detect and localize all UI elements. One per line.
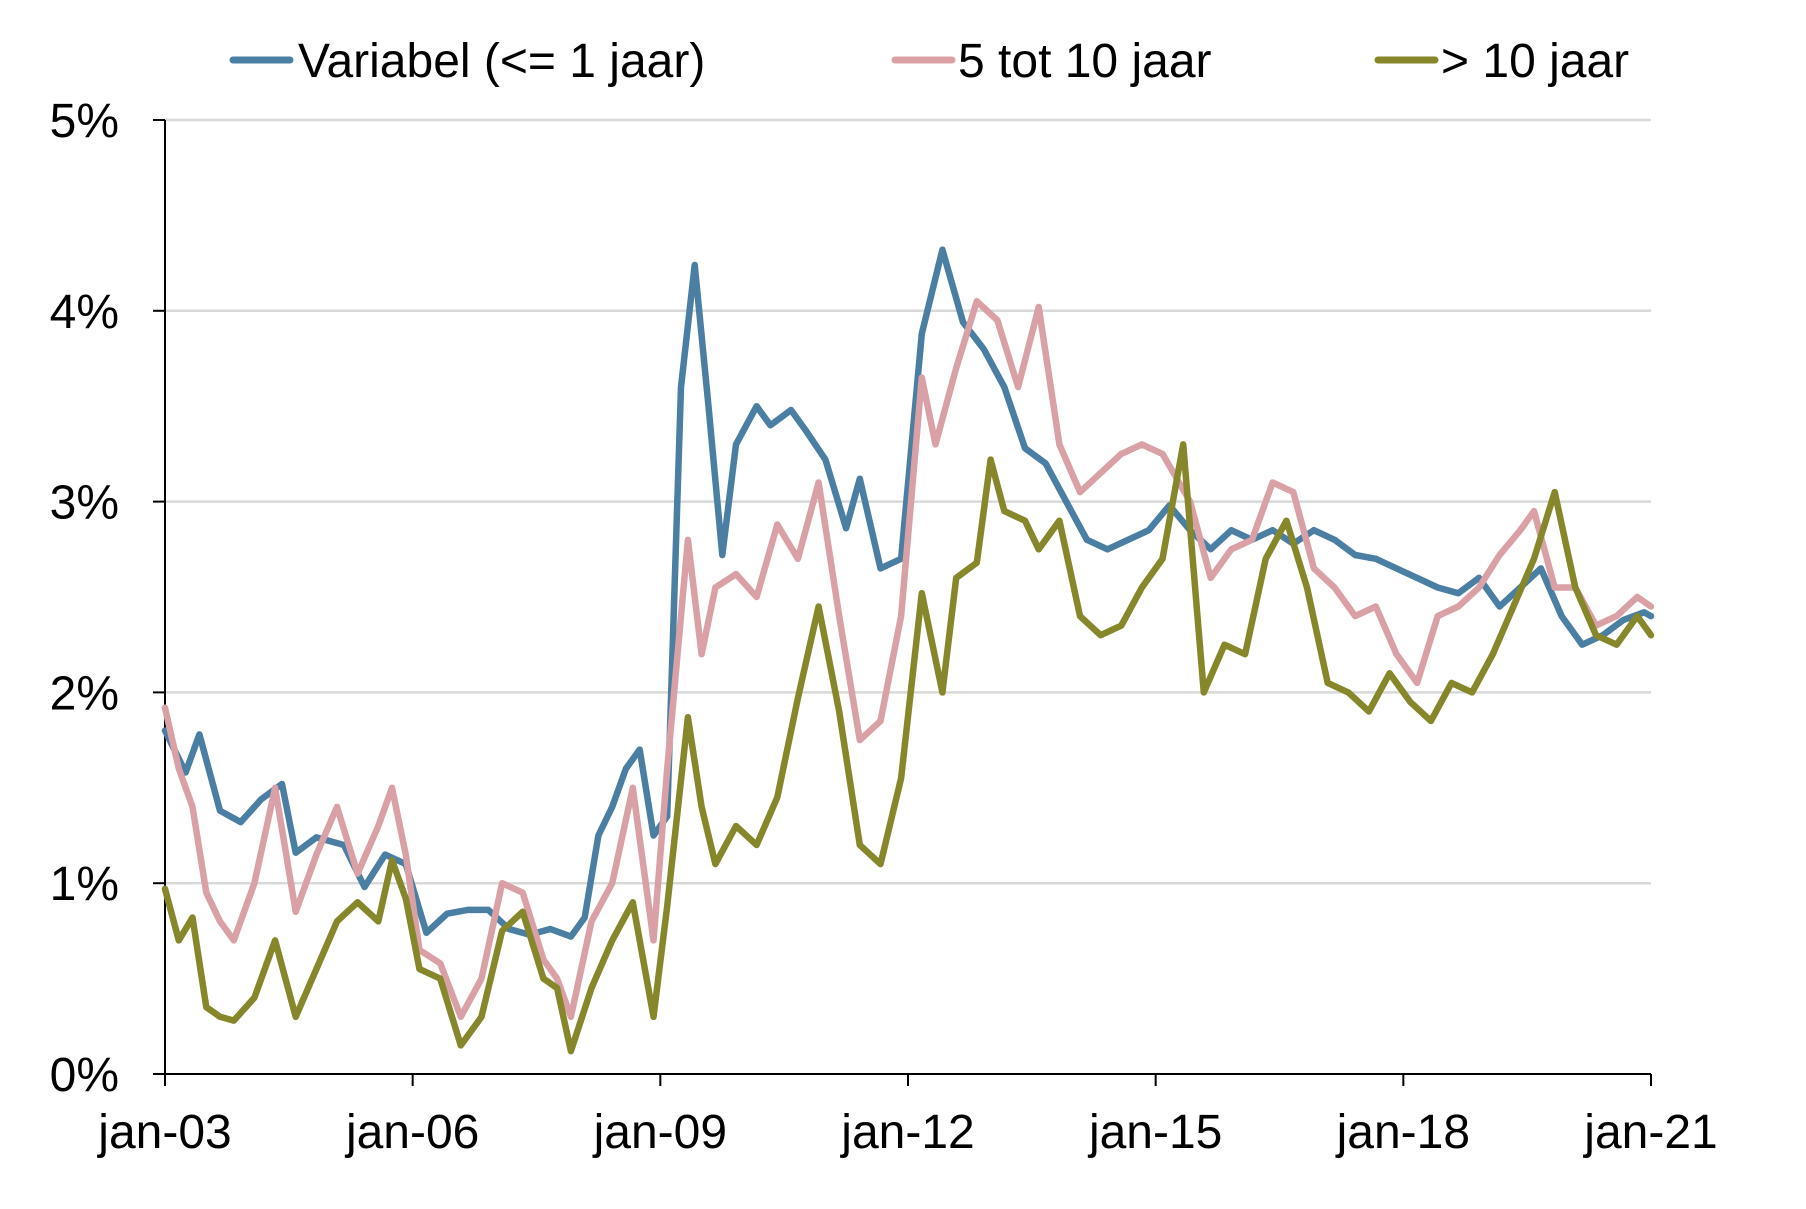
y-tick-label: 4% — [50, 286, 119, 339]
legend-label-2: > 10 jaar — [1441, 35, 1629, 88]
series-line-1 — [161, 298, 1655, 1021]
axes: 0% 1% 2% 3% 4% 5% jan-03 jan-06 jan-09 jan-12 jan-… — [50, 95, 1718, 1159]
legend-label-1: 5 tot 10 jaar — [958, 35, 1212, 88]
y-tick-label: 3% — [50, 477, 119, 530]
y-tick-label: 2% — [50, 667, 119, 720]
x-tick-label: jan-09 — [592, 1106, 727, 1159]
x-tick-label: jan-21 — [1582, 1106, 1717, 1159]
y-tick-label: 1% — [50, 858, 119, 911]
series-lines — [161, 246, 1655, 1055]
legend-label-0: Variabel (<= 1 jaar) — [298, 35, 705, 88]
x-tick-label: jan-06 — [344, 1106, 479, 1159]
legend: Variabel (<= 1 jaar) 5 tot 10 jaar > 10 ja… — [229, 35, 1629, 88]
y-tick-label: 0% — [50, 1049, 119, 1102]
y-tick-label: 5% — [50, 95, 119, 148]
x-tick-label: jan-12 — [839, 1106, 974, 1159]
x-tick-label: jan-15 — [1087, 1106, 1222, 1159]
x-tick-label: jan-18 — [1335, 1106, 1470, 1159]
x-tick-label: jan-03 — [96, 1106, 231, 1159]
series-line-0 — [161, 246, 1655, 940]
series-line-2 — [161, 441, 1655, 1055]
